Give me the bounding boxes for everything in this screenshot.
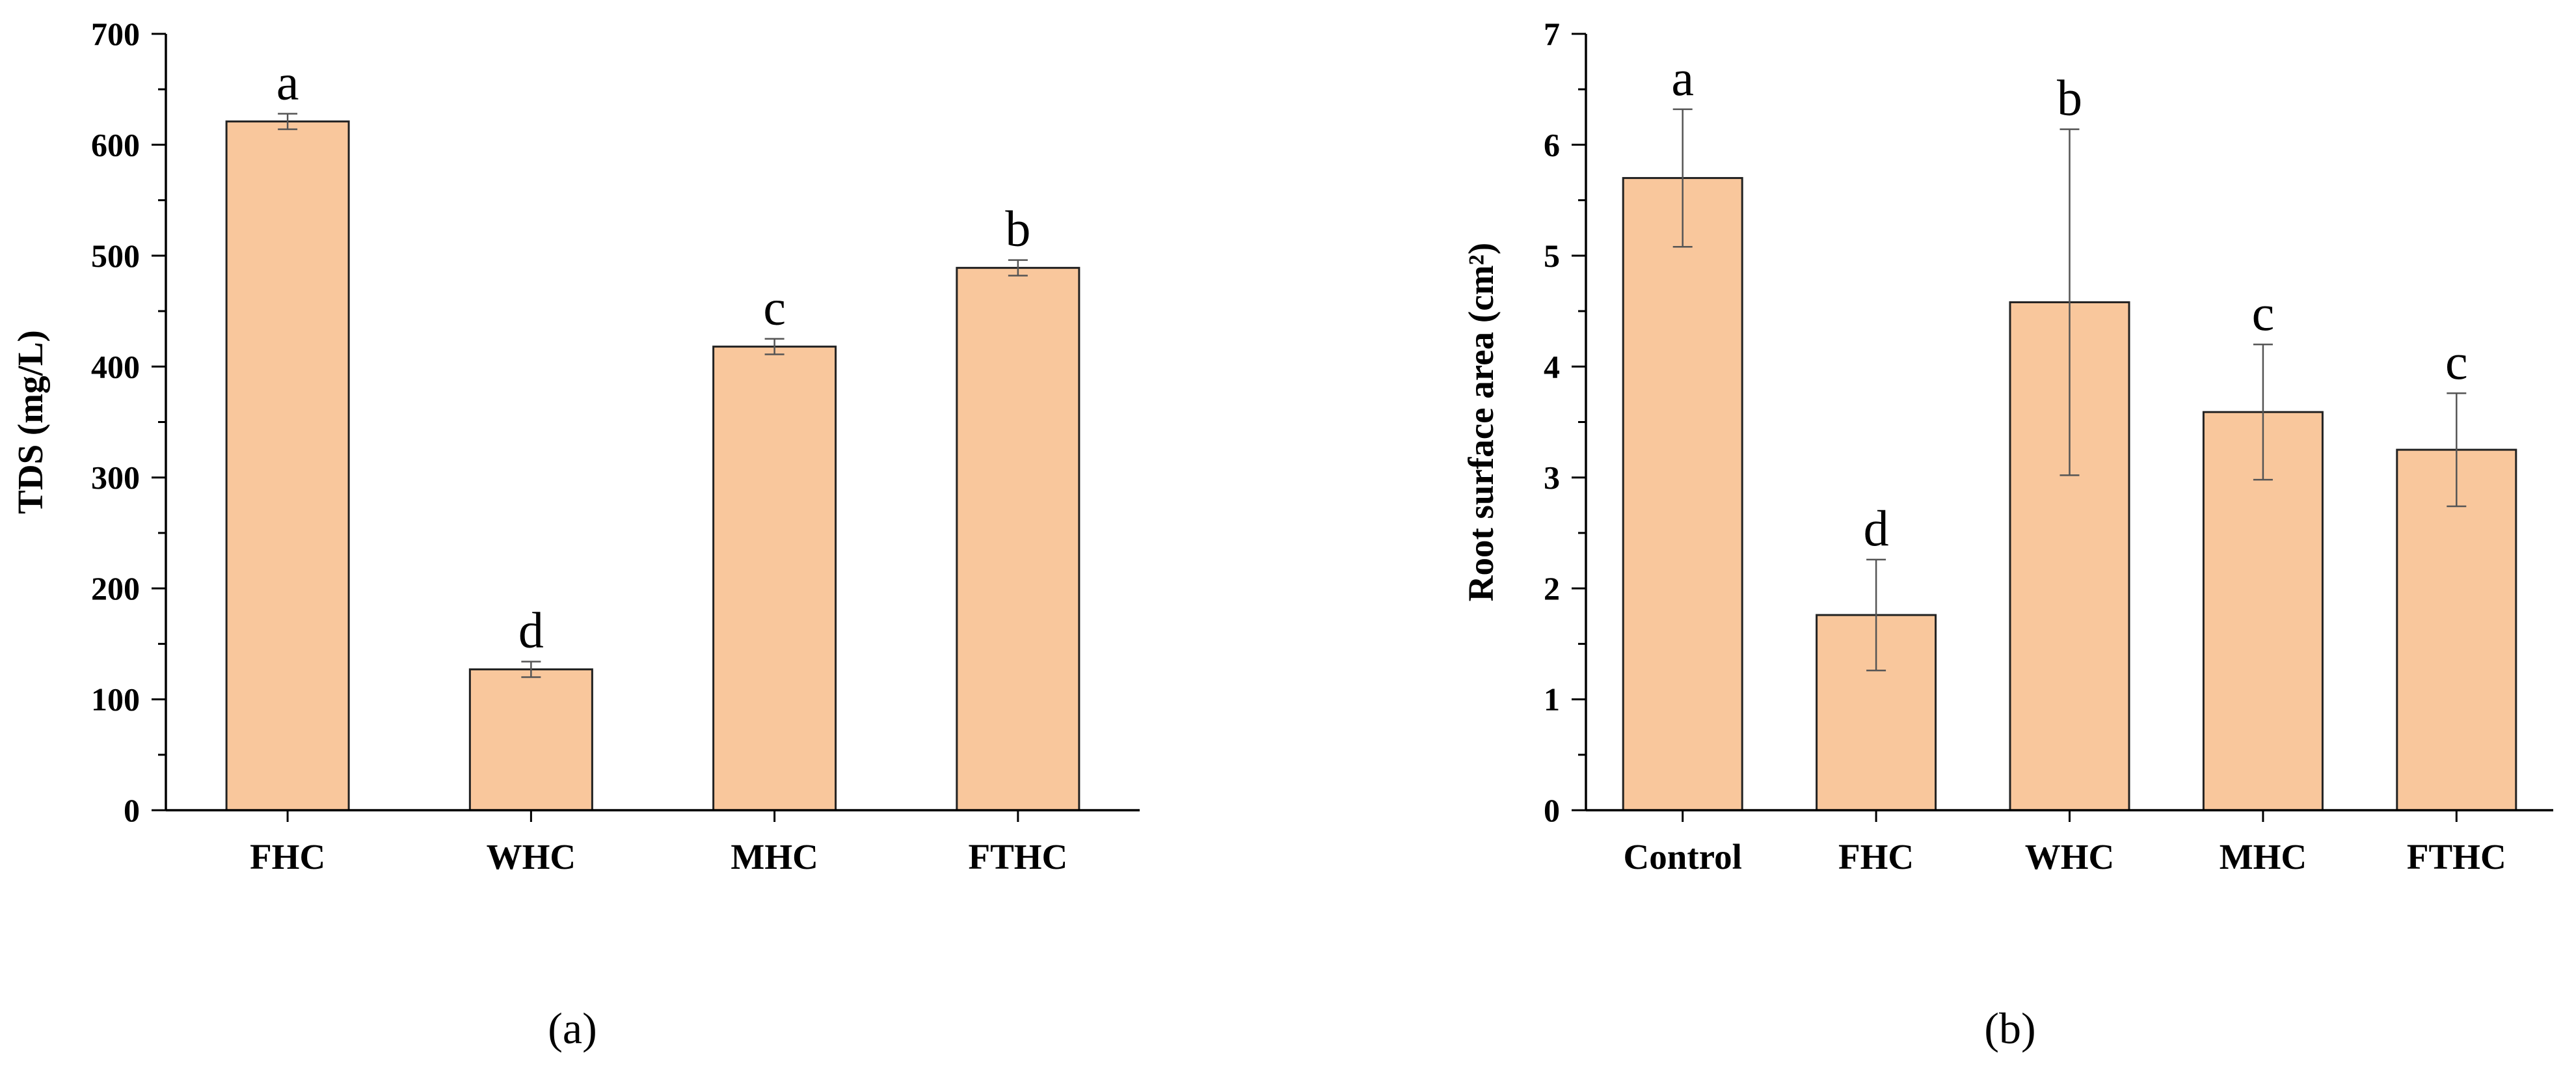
panel-label: (b) [1984, 1004, 2035, 1053]
chart-panel-b: 0 1 2 3 4 5 6 7 a Control d FHC b WHC c MHC c FTHC Root su… [1461, 16, 2553, 1053]
chart-panel-a: 0 100 200 300 400 500 600 700 a FHC d WHC c MHC b FTHC T… [10, 16, 1140, 1053]
y-tick-label: 700 [91, 16, 140, 52]
significance-letter: c [2445, 333, 2468, 390]
significance-letter: c [2252, 284, 2275, 341]
y-tick-label: 5 [1544, 238, 1560, 274]
y-tick-label: 300 [91, 459, 140, 496]
y-tick-label: 200 [91, 570, 140, 607]
y-tick-label: 0 [1544, 792, 1560, 828]
bar-control [1622, 177, 1743, 812]
y-tick-label: 6 [1544, 126, 1560, 163]
bar-whc [468, 668, 593, 812]
bar-fhc [225, 120, 350, 812]
significance-letter: d [518, 602, 544, 659]
y-tick-label: 400 [91, 348, 140, 385]
y-tick-label: 3 [1544, 459, 1560, 496]
x-tick-label: WHC [2025, 837, 2115, 877]
bar-mhc [712, 346, 837, 812]
bar-fthc [956, 267, 1080, 812]
x-tick-label: FHC [250, 837, 325, 877]
significance-letter: b [1005, 200, 1030, 257]
y-tick-label: 100 [91, 681, 140, 718]
x-tick-label: MHC [2220, 837, 2307, 877]
y-tick-label: 2 [1544, 570, 1560, 607]
x-tick-label: MHC [731, 837, 818, 877]
significance-letter: a [276, 54, 299, 111]
x-tick-label: FTHC [968, 837, 1067, 877]
significance-letter: a [1671, 49, 1694, 106]
x-tick-label: FTHC [2407, 837, 2506, 877]
y-tick-label: 7 [1544, 16, 1560, 52]
y-tick-label: 600 [91, 126, 140, 163]
y-tick-label: 4 [1544, 348, 1560, 385]
y-tick-label: 1 [1544, 681, 1560, 718]
x-tick-label: Control [1624, 837, 1742, 877]
y-axis-title: TDS (mg/L) [10, 330, 50, 514]
bar-fthc [2396, 448, 2517, 812]
x-tick-label: WHC [487, 837, 576, 877]
y-tick-label: 0 [124, 792, 140, 828]
x-tick-label: FHC [1838, 837, 1914, 877]
significance-letter: b [2057, 70, 2082, 126]
y-axis-title: Root surface area (cm²) [1461, 243, 1501, 602]
panel-label: (a) [548, 1004, 597, 1053]
y-tick-label: 500 [91, 238, 140, 274]
significance-letter: c [763, 279, 786, 336]
significance-letter: d [1864, 500, 1889, 556]
